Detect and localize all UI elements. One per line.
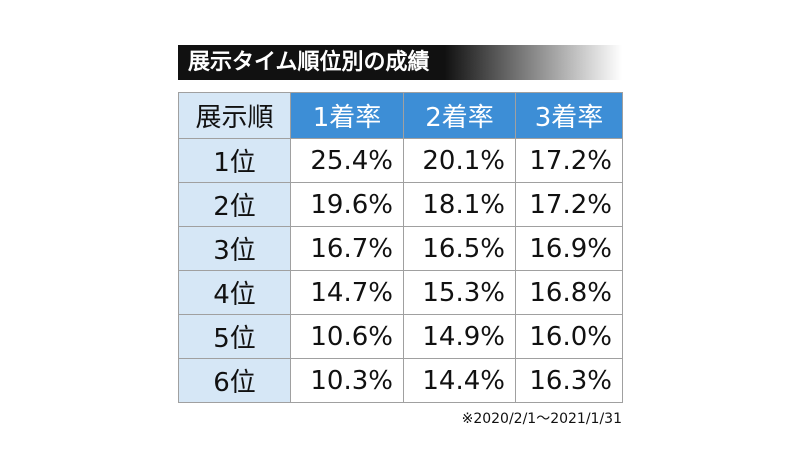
rate-cell: 16.9% (515, 226, 623, 271)
footnote: ※2020/2/1～2021/1/31 (461, 411, 622, 427)
results-table: 展示順 1着率 2着率 3着率 1位 25.4% 20.1% 17.2% 2位 19.6% 18.1… (178, 92, 623, 403)
title-bar: 展示タイム順位別の成績 (178, 45, 622, 80)
rate-cell: 16.5% (403, 226, 516, 271)
rate-cell: 17.2% (515, 138, 623, 183)
rate-cell: 16.7% (290, 226, 404, 271)
table-row: 3位 16.7% 16.5% 16.9% (178, 226, 623, 271)
rate-cell: 10.3% (290, 358, 404, 403)
header-cell: 3着率 (515, 92, 623, 139)
rate-cell: 20.1% (403, 138, 516, 183)
header-cell: 展示順 (178, 92, 291, 139)
table-row: 6位 10.3% 14.4% 16.3% (178, 358, 623, 403)
header-cell: 1着率 (290, 92, 404, 139)
rate-cell: 25.4% (290, 138, 404, 183)
row-label: 2位 (178, 182, 291, 227)
table-row: 4位 14.7% 15.3% 16.8% (178, 270, 623, 315)
rate-cell: 10.6% (290, 314, 404, 359)
row-label: 6位 (178, 358, 291, 403)
table-row: 5位 10.6% 14.9% 16.0% (178, 314, 623, 359)
rate-cell: 14.9% (403, 314, 516, 359)
row-label: 3位 (178, 226, 291, 271)
table-row: 2位 19.6% 18.1% 17.2% (178, 182, 623, 227)
rate-cell: 15.3% (403, 270, 516, 315)
table-body: 展示順 1着率 2着率 3着率 1位 25.4% 20.1% 17.2% 2位 19.6% 18.1… (178, 92, 623, 403)
row-label: 4位 (178, 270, 291, 315)
rate-cell: 16.8% (515, 270, 623, 315)
rate-cell: 14.4% (403, 358, 516, 403)
table-row: 1位 25.4% 20.1% 17.2% (178, 138, 623, 183)
rate-cell: 16.3% (515, 358, 623, 403)
rate-cell: 17.2% (515, 182, 623, 227)
rate-cell: 18.1% (403, 182, 516, 227)
rate-cell: 19.6% (290, 182, 404, 227)
header-row: 展示順 1着率 2着率 3着率 (178, 92, 623, 139)
header-cell: 2着率 (403, 92, 516, 139)
row-label: 1位 (178, 138, 291, 183)
rate-cell: 14.7% (290, 270, 404, 315)
row-label: 5位 (178, 314, 291, 359)
rate-cell: 16.0% (515, 314, 623, 359)
